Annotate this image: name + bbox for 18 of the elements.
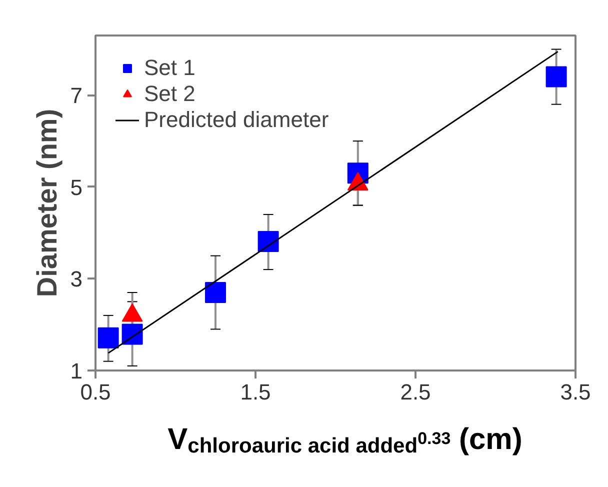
point [122,324,143,345]
legend-label: Set 1 [144,55,196,81]
point [546,66,567,88]
legend-label: Predicted diameter [144,107,329,133]
point [205,282,226,303]
y-tick-label: 7 [70,83,83,108]
y-tick-label: 5 [70,174,83,200]
x-tick-label: 3.5 [560,380,591,404]
y-axis-title: Diameter (nm) [31,108,62,298]
point [258,231,279,252]
x-tick-label: 2.5 [400,380,431,404]
x-axis-title: V$_{chloroauric acid added}$$^{0.33}$ (cm) [168,423,522,458]
y-tick-label: 1 [70,358,83,384]
legend-label: Set 2 [144,81,196,107]
x-tick-label: 0.5 [80,380,111,404]
point [98,327,119,348]
y-tick-label: 3 [70,266,83,292]
x-tick-label: 1.5 [240,380,271,404]
